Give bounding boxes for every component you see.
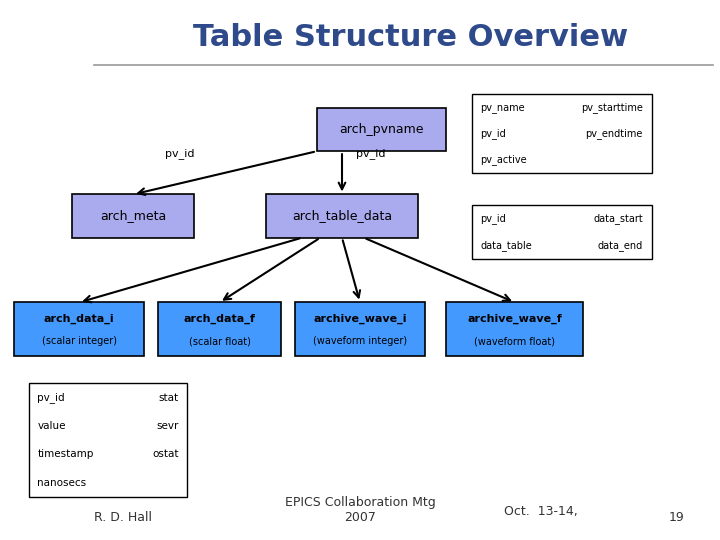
Text: (scalar float): (scalar float)	[189, 336, 251, 346]
Text: pv_id: pv_id	[37, 392, 65, 403]
FancyBboxPatch shape	[472, 205, 652, 259]
Text: pv_id: pv_id	[480, 213, 506, 224]
Text: data_start: data_start	[593, 213, 643, 224]
Text: timestamp: timestamp	[37, 449, 94, 460]
Text: pv_id: pv_id	[166, 148, 194, 159]
Text: arch_table_data: arch_table_data	[292, 210, 392, 222]
Text: (waveform integer): (waveform integer)	[313, 336, 407, 346]
Text: (scalar integer): (scalar integer)	[42, 336, 117, 346]
FancyBboxPatch shape	[266, 194, 418, 238]
Text: arch_data_f: arch_data_f	[184, 313, 256, 324]
Text: Oct.  13-14,: Oct. 13-14,	[504, 505, 577, 518]
Text: pv_active: pv_active	[480, 154, 527, 165]
Text: 19: 19	[668, 511, 684, 524]
Text: EPICS Collaboration Mtg
2007: EPICS Collaboration Mtg 2007	[284, 496, 436, 524]
Text: ostat: ostat	[152, 449, 179, 460]
Text: archive_wave_f: archive_wave_f	[467, 313, 562, 324]
Text: Table Structure Overview: Table Structure Overview	[193, 23, 628, 52]
Text: arch_data_i: arch_data_i	[44, 313, 114, 324]
Text: archive_wave_i: archive_wave_i	[313, 313, 407, 324]
Text: pv_endtime: pv_endtime	[585, 128, 643, 139]
FancyBboxPatch shape	[29, 383, 187, 497]
Text: sevr: sevr	[156, 421, 179, 431]
Text: value: value	[37, 421, 66, 431]
Text: nanosecs: nanosecs	[37, 477, 86, 488]
FancyBboxPatch shape	[317, 108, 446, 151]
FancyBboxPatch shape	[446, 302, 583, 356]
FancyBboxPatch shape	[158, 302, 281, 356]
FancyBboxPatch shape	[72, 194, 194, 238]
Text: arch_pvname: arch_pvname	[339, 123, 424, 136]
FancyBboxPatch shape	[295, 302, 425, 356]
Text: pv_id: pv_id	[356, 148, 385, 159]
Text: (waveform float): (waveform float)	[474, 336, 555, 346]
Text: arch_meta: arch_meta	[100, 210, 166, 222]
Text: pv_name: pv_name	[480, 103, 525, 112]
Text: pv_starttime: pv_starttime	[581, 102, 643, 113]
Text: data_table: data_table	[480, 240, 532, 251]
Text: pv_id: pv_id	[480, 128, 506, 139]
Text: data_end: data_end	[598, 240, 643, 251]
Text: R. D. Hall: R. D. Hall	[94, 511, 152, 524]
FancyBboxPatch shape	[14, 302, 144, 356]
FancyBboxPatch shape	[472, 94, 652, 173]
Text: stat: stat	[158, 393, 179, 403]
